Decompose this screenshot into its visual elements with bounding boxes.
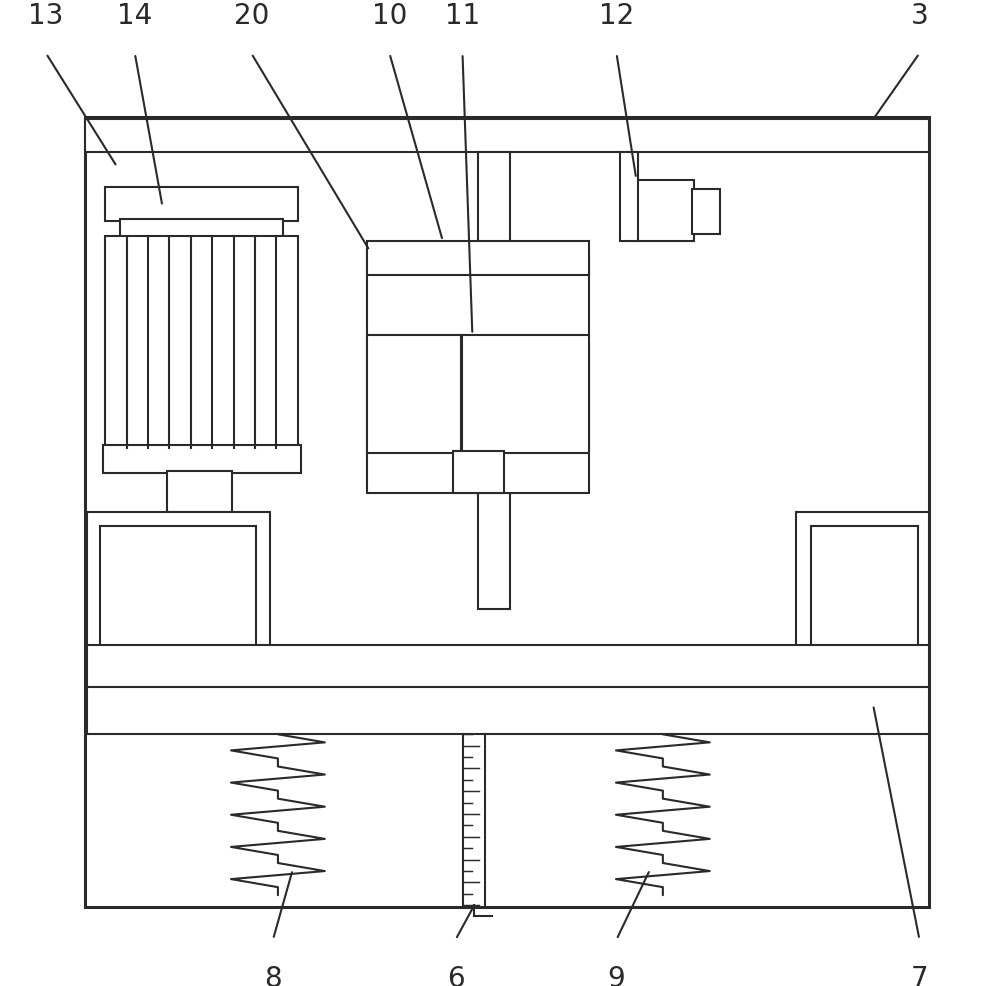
Text: 6: 6 [447,964,464,986]
Bar [633,180,694,242]
Bar [367,242,589,276]
Text: 7: 7 [911,964,928,986]
Text: 14: 14 [117,2,152,30]
Bar [796,513,929,705]
Bar [367,335,461,454]
Bar [811,527,918,692]
Bar [105,237,298,449]
Bar [85,120,929,153]
Bar [103,446,301,473]
Text: 8: 8 [264,964,282,986]
Bar [87,687,929,735]
Text: 11: 11 [445,2,480,30]
Bar [105,187,298,222]
Bar [620,153,638,242]
Bar [478,153,510,609]
Text: 20: 20 [234,2,269,30]
Bar [453,452,504,493]
Bar [692,190,720,235]
Text: 13: 13 [28,2,64,30]
Text: 10: 10 [372,2,407,30]
Bar [100,527,256,692]
Bar [167,471,232,513]
Bar [367,251,589,493]
Text: 9: 9 [608,964,625,986]
Text: 3: 3 [911,2,928,30]
Text: 12: 12 [599,2,634,30]
Bar [87,646,929,690]
Bar [87,513,270,705]
Bar [462,335,589,454]
Bar [85,118,929,907]
Bar [120,220,283,242]
